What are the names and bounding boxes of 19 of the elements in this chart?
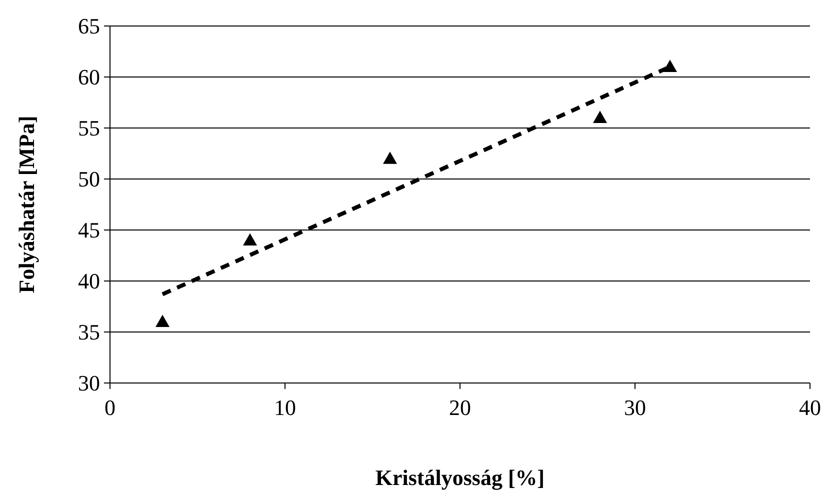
x-tick-label: 20 (449, 395, 471, 420)
point (593, 110, 607, 124)
point (383, 152, 397, 164)
y-tick-label: 35 (78, 320, 100, 345)
y-tick-label: 30 (78, 370, 100, 396)
y-tick-label: 55 (78, 116, 100, 141)
y-tick-label: 40 (78, 268, 100, 294)
y-tick-label: 45 (78, 218, 100, 243)
x-tick-label: 30 (624, 395, 646, 420)
x-tick-label: 0 (104, 395, 116, 420)
point (243, 233, 257, 246)
x-tick-label: 10 (274, 395, 296, 420)
point (156, 314, 170, 328)
y-axis-title: Folyáshatár [MPa] (14, 116, 39, 294)
y-tick-label: 65 (78, 14, 100, 39)
y-tick-label: 60 (78, 64, 100, 90)
y-tick-label: 50 (78, 166, 100, 192)
x-tick-label: 40 (799, 395, 821, 420)
x-axis-title: Kristályosság [%] (375, 465, 545, 490)
